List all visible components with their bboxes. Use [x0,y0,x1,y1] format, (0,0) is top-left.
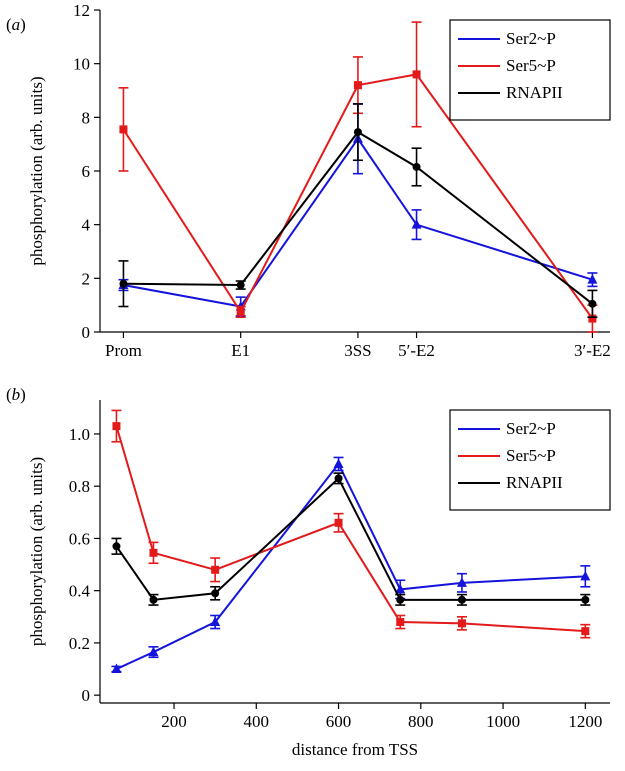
x-tick-label: 400 [244,712,270,731]
data-point [457,595,466,604]
y-tick-label: 6 [82,162,91,181]
x-tick-label: 800 [408,712,434,731]
data-point [210,616,221,627]
series-ser2-p [111,456,591,674]
y-tick-label: 2 [82,269,91,288]
legend-label: Ser2~P [506,29,556,48]
data-point [211,589,220,598]
data-point [395,583,406,594]
x-tick-label: Prom [105,341,142,360]
x-tick-label: 3′-E2 [574,341,611,360]
data-point [457,619,466,628]
panel-label: (b) [6,385,26,404]
data-point [581,595,590,604]
legend-label: Ser5~P [506,56,556,75]
chart-panel-a: 0 2 4 6 8 10 12 Prom E1 3SS 5′-E2 3′-E2 phosphorylat… [6,1,611,360]
series-ser5-p [111,409,591,639]
legend-label: Ser2~P [506,419,556,438]
legend-label: RNAPII [506,83,563,102]
panel-label: (a) [6,15,26,34]
data-point [236,281,245,290]
x-tick-label: 3SS [344,341,371,360]
y-tick-label: 1.0 [69,425,90,444]
data-point [456,577,467,587]
y-tick-label: 0.6 [69,529,90,548]
x-tick-label: 5′-E2 [398,341,435,360]
data-point [412,162,421,171]
data-point [581,627,590,636]
data-point [396,618,405,627]
y-tick-label: 0.8 [69,477,90,496]
x-tick-label: 1200 [568,712,602,731]
data-point [412,70,421,79]
y-tick-label: 8 [82,108,91,127]
y-tick-label: 0.2 [69,634,90,653]
data-point [111,663,122,674]
data-point [119,125,128,134]
x-tick-label: 200 [161,712,187,731]
x-tick-label: E1 [231,341,250,360]
chart-panel-b: 0 0.2 0.4 0.6 0.8 1.0 200 400 600 800 1000 1200 phos… [6,385,611,759]
data-point [112,422,121,431]
y-tick-label: 0 [82,686,91,705]
data-point [333,458,344,468]
data-point [112,542,121,551]
data-point [149,548,158,557]
y-axis-title: phosphorylation (arb. units) [27,76,46,265]
series-rnapii [111,472,591,606]
y-tick-label: 10 [73,55,90,74]
data-point [353,128,362,137]
data-point [396,595,405,604]
data-point [334,518,343,527]
legend-label: RNAPII [506,473,563,492]
data-point [119,279,128,288]
data-point [211,565,220,574]
legend: Ser2~P Ser5~P RNAPII [449,19,611,121]
data-point [580,570,591,581]
y-axis-title: phosphorylation (arb. units) [27,457,46,646]
x-tick-label: 1000 [486,712,520,731]
legend: Ser2~P Ser5~P RNAPII [449,409,611,511]
data-point [334,474,343,483]
legend-label: Ser5~P [506,446,556,465]
series-rnapii [118,103,598,319]
legend-box [449,409,611,511]
y-tick-label: 0.4 [69,582,91,601]
data-point [588,314,597,323]
data-point [149,595,158,604]
data-point [236,307,245,316]
data-point [411,219,422,229]
data-point [587,274,598,284]
series-ser5-p [118,21,598,333]
y-tick-label: 0 [82,323,91,342]
y-tick-label: 12 [73,1,90,20]
legend-box [449,19,611,121]
y-tick-label: 4 [82,216,91,235]
data-point [588,299,597,308]
data-point [148,646,159,657]
data-point [353,81,362,90]
x-tick-label: 600 [326,712,352,731]
x-axis-title: distance from TSS [292,740,418,759]
